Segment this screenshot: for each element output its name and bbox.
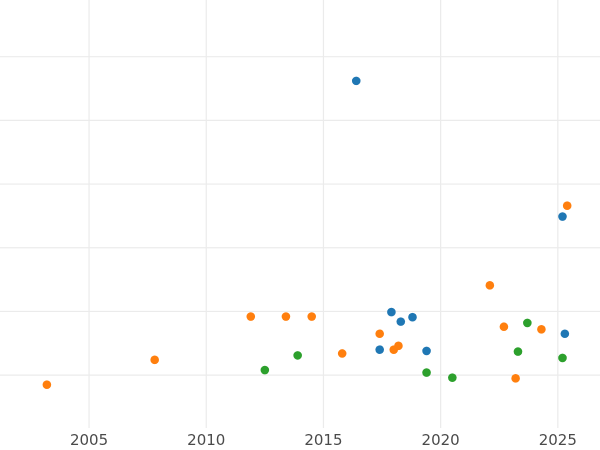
data-point bbox=[560, 329, 570, 339]
x-tick-label: 2025 bbox=[539, 431, 577, 449]
data-point bbox=[260, 365, 270, 375]
data-point bbox=[485, 281, 495, 290]
x-tick-label: 2010 bbox=[187, 431, 225, 449]
data-point bbox=[523, 318, 532, 328]
data-point bbox=[351, 76, 361, 86]
data-point bbox=[246, 312, 256, 321]
data-point bbox=[337, 349, 347, 358]
data-point bbox=[511, 374, 520, 383]
x-tick-label: 2020 bbox=[422, 431, 460, 449]
data-point bbox=[408, 312, 417, 322]
data-point bbox=[448, 373, 457, 382]
data-point bbox=[387, 307, 396, 317]
x-tick-label: 2005 bbox=[70, 431, 108, 449]
data-point bbox=[375, 345, 384, 354]
data-point bbox=[537, 324, 546, 334]
x-tick-label: 2015 bbox=[304, 431, 342, 449]
data-point bbox=[281, 312, 291, 321]
data-point bbox=[375, 329, 384, 339]
data-point bbox=[307, 312, 317, 321]
data-point bbox=[558, 353, 567, 363]
data-point bbox=[42, 380, 52, 389]
data-point bbox=[394, 341, 403, 351]
data-point bbox=[562, 201, 572, 211]
data-points bbox=[42, 76, 572, 389]
data-point bbox=[150, 355, 159, 365]
data-point bbox=[558, 212, 567, 221]
data-point bbox=[422, 368, 431, 377]
data-point bbox=[513, 347, 523, 356]
data-point bbox=[422, 346, 431, 356]
grid-lines bbox=[0, 0, 600, 428]
data-point bbox=[499, 322, 509, 332]
data-point bbox=[396, 317, 406, 326]
x-axis-tick-labels: 2005 2010 2015 2020 2025 bbox=[70, 431, 577, 449]
data-point bbox=[293, 351, 302, 360]
